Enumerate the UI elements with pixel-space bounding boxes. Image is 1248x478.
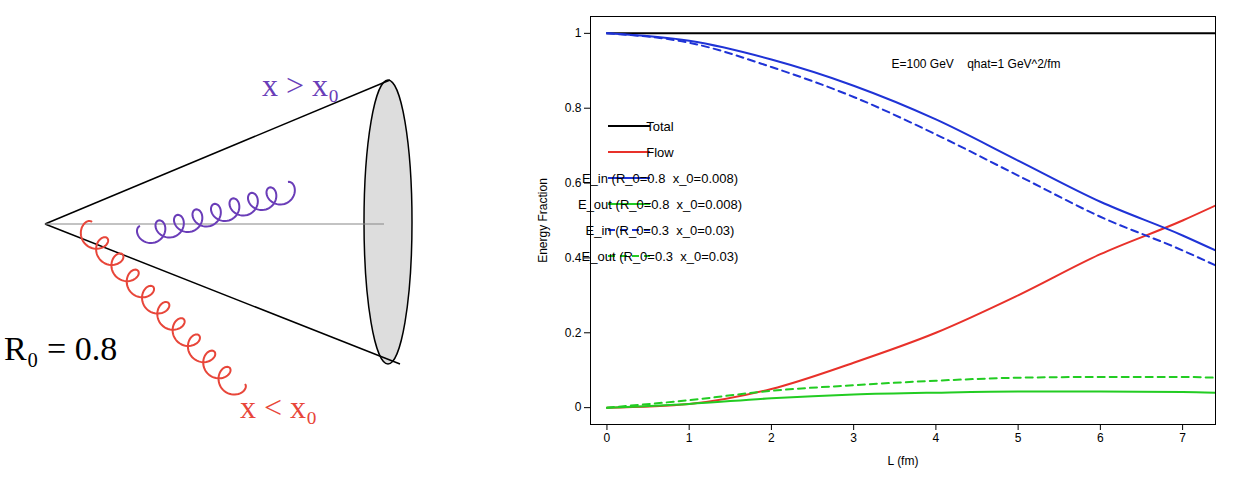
svg-text:E_out (R_0=0.8 x_0=0.008): E_out (R_0=0.8 x_0=0.008) — [578, 197, 742, 212]
svg-text:L (fm): L (fm) — [888, 454, 919, 468]
svg-text:0.2: 0.2 — [565, 326, 582, 340]
svg-text:E_in (R_0=0.8 x_0=0.008): E_in (R_0=0.8 x_0=0.008) — [582, 171, 738, 186]
svg-text:x < x₀: x < x₀ — [240, 389, 317, 425]
svg-text:Flow: Flow — [646, 145, 674, 160]
svg-text:2: 2 — [768, 431, 775, 445]
svg-text:E_in (R_0=0.3 x_0=0.03): E_in (R_0=0.3 x_0=0.03) — [586, 223, 735, 238]
svg-text:1: 1 — [575, 26, 582, 40]
svg-text:3: 3 — [850, 431, 857, 445]
svg-text:E_out (R_0=0.3 x_0=0.03): E_out (R_0=0.3 x_0=0.03) — [582, 249, 739, 264]
svg-text:R₀ = 0.8: R₀ = 0.8 — [4, 330, 117, 367]
svg-text:4: 4 — [933, 431, 940, 445]
svg-text:0.4: 0.4 — [565, 251, 582, 265]
svg-text:7: 7 — [1179, 431, 1186, 445]
svg-text:x > x₀: x > x₀ — [262, 67, 339, 103]
svg-text:5: 5 — [1015, 431, 1022, 445]
svg-text:0.6: 0.6 — [565, 176, 582, 190]
svg-text:0: 0 — [575, 400, 582, 414]
svg-text:0.8: 0.8 — [565, 101, 582, 115]
svg-text:1: 1 — [686, 431, 693, 445]
svg-text:Energy Fraction: Energy Fraction — [536, 178, 550, 263]
svg-text:6: 6 — [1097, 431, 1104, 445]
svg-text:E=100 GeV qhat=1 GeV^2/fm: E=100 GeV qhat=1 GeV^2/fm — [891, 57, 1060, 71]
svg-text:Total: Total — [646, 119, 674, 134]
svg-text:0: 0 — [604, 431, 611, 445]
